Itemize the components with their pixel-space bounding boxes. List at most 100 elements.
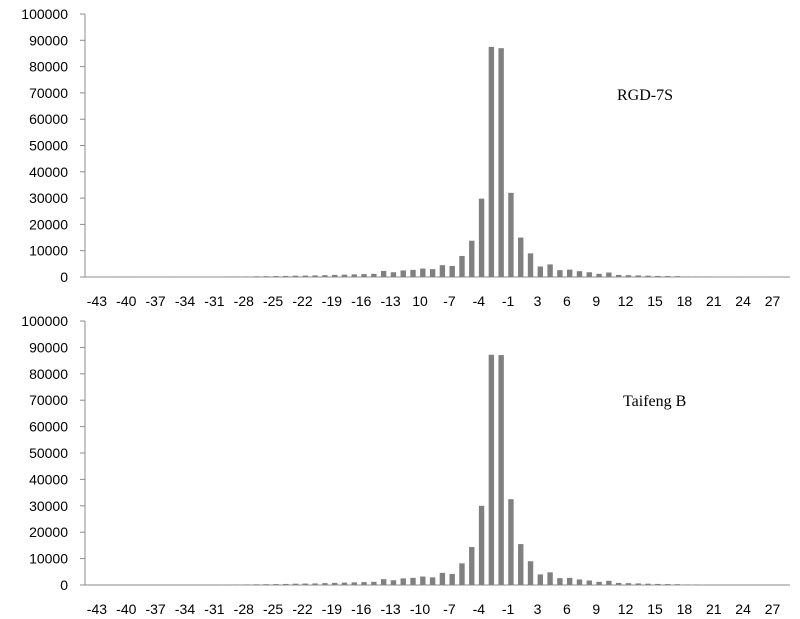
- x-tick-label: 15: [647, 601, 663, 617]
- x-tick-label: -31: [204, 601, 224, 617]
- bar: [263, 584, 269, 585]
- x-tick-label: -25: [263, 293, 283, 309]
- x-tick-labels: -43 -40 -37 -34 -31 -28 -25 -22 -19 -16 -13 10 -7 -4-…: [87, 293, 781, 309]
- bar: [263, 276, 269, 277]
- bar-series: [87, 354, 788, 585]
- x-tick-label: 21: [706, 601, 722, 617]
- x-tick-label: 6: [563, 293, 571, 309]
- x-tick-label: -16: [351, 293, 371, 309]
- bar: [292, 275, 299, 277]
- bar: [380, 579, 387, 585]
- x-tick-label: -13: [380, 601, 400, 617]
- x-tick-label: 9: [592, 601, 600, 617]
- x-tick-label: 10: [412, 293, 428, 309]
- x-tick-label: -13: [380, 293, 400, 309]
- bar: [518, 544, 524, 585]
- y-tick-label: 100000: [21, 313, 68, 329]
- bar: [273, 584, 279, 585]
- bar: [253, 276, 260, 277]
- x-tick-label: -37: [145, 293, 165, 309]
- bar: [273, 276, 279, 277]
- bar: [586, 272, 592, 277]
- bar: [537, 574, 544, 585]
- bar: [322, 583, 328, 585]
- bar: [547, 264, 553, 277]
- bar: [566, 577, 573, 585]
- bar-series: [87, 46, 788, 278]
- bar: [615, 274, 622, 277]
- bar: [449, 573, 455, 585]
- x-tick-label: -25: [263, 601, 283, 617]
- bar: [243, 584, 250, 585]
- bar: [674, 584, 681, 585]
- bar: [664, 276, 671, 277]
- bar: [371, 273, 377, 277]
- bar: [302, 275, 309, 277]
- bar: [596, 581, 602, 585]
- x-tick-label: -34: [175, 293, 195, 309]
- bar: [351, 582, 357, 585]
- bar: [253, 584, 260, 585]
- bar: [508, 499, 514, 585]
- bar: [429, 269, 436, 277]
- bar: [459, 255, 465, 277]
- bar: [566, 269, 573, 277]
- bar: [341, 274, 348, 277]
- bar: [557, 578, 563, 585]
- bar: [527, 561, 534, 585]
- y-tick-label: 20000: [29, 216, 68, 232]
- bar: [518, 237, 524, 277]
- bar: [478, 505, 485, 585]
- x-tick-label: 3: [534, 601, 542, 617]
- y-tick-label: 80000: [29, 59, 68, 75]
- bar: [498, 355, 504, 585]
- bar: [400, 270, 406, 277]
- bar: [508, 192, 514, 277]
- x-tick-label: -10: [410, 601, 430, 617]
- bar: [606, 580, 612, 585]
- bar: [557, 270, 563, 277]
- x-tick-label: -1: [502, 293, 515, 309]
- bar: [390, 580, 397, 585]
- bar: [537, 266, 544, 277]
- x-tick-label: -40: [116, 293, 136, 309]
- bar: [655, 583, 661, 585]
- x-tick-label: -7: [443, 293, 456, 309]
- bar: [292, 583, 299, 585]
- x-tick-label: 3: [534, 293, 542, 309]
- x-tick-label: 24: [735, 293, 751, 309]
- x-tick-label: -34: [175, 601, 195, 617]
- bar: [469, 240, 475, 277]
- y-tick-label: 30000: [29, 498, 68, 514]
- x-tick-label: -4: [473, 601, 486, 617]
- bar: [331, 582, 338, 585]
- y-tick-label: 0: [60, 269, 68, 285]
- bar: [488, 354, 495, 585]
- bar: [469, 546, 475, 585]
- bar: [371, 581, 377, 585]
- x-tick-label: -40: [116, 601, 136, 617]
- bar: [312, 275, 318, 277]
- bar: [361, 274, 367, 277]
- x-tick-label: 24: [735, 601, 751, 617]
- x-tick-label: -22: [292, 293, 312, 309]
- bar: [361, 582, 367, 585]
- bar: [645, 583, 651, 585]
- bar: [449, 265, 455, 277]
- bar: [322, 275, 328, 277]
- x-tick-label: -28: [234, 293, 254, 309]
- y-tick-label: 0: [60, 577, 68, 593]
- bar: [351, 274, 357, 277]
- chart-annotation: RGD-7S: [617, 87, 673, 104]
- chart-panel-top: 0 10000 20000 30000 40000 50000 60000 70000 8000…: [21, 6, 790, 309]
- bar: [420, 268, 426, 277]
- bar: [341, 582, 348, 585]
- y-tick-label: 20000: [29, 524, 68, 540]
- bar: [684, 276, 690, 277]
- x-tick-label: 21: [706, 293, 722, 309]
- bar: [684, 584, 690, 585]
- bar: [625, 583, 632, 585]
- bar: [410, 577, 416, 585]
- x-tick-label: -19: [322, 601, 342, 617]
- x-tick-label: 12: [618, 293, 634, 309]
